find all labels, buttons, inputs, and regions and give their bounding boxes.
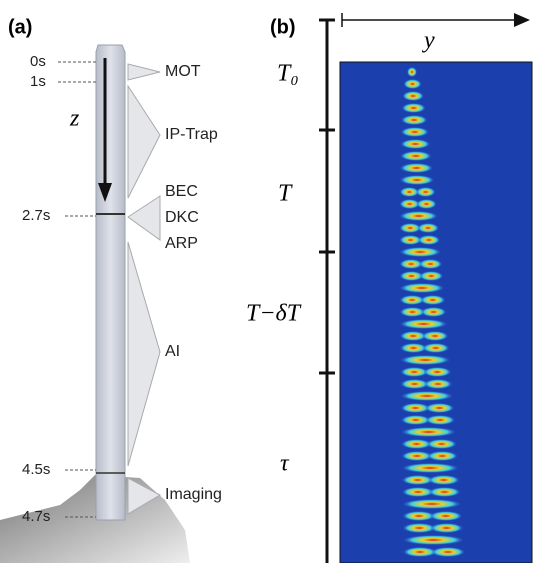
atom-cloud bbox=[420, 307, 447, 317]
atom-cloud bbox=[399, 235, 422, 245]
time-label: 4.5s bbox=[22, 461, 50, 478]
atom-cloud bbox=[417, 235, 441, 245]
atom-cloud bbox=[401, 475, 434, 485]
atom-cloud bbox=[402, 511, 436, 521]
atom-cloud bbox=[417, 223, 439, 233]
y-label: y bbox=[422, 28, 435, 54]
atom-cloud bbox=[402, 499, 462, 509]
atom-cloud bbox=[419, 271, 444, 281]
stage-label: DKC bbox=[165, 209, 199, 226]
atom-cloud bbox=[424, 403, 455, 413]
atom-cloud bbox=[416, 199, 437, 209]
atom-cloud bbox=[403, 547, 438, 557]
atom-cloud bbox=[400, 139, 431, 149]
atom-cloud bbox=[421, 331, 449, 341]
time-label: τ bbox=[280, 451, 290, 477]
atom-cloud bbox=[399, 211, 438, 221]
atom-cloud bbox=[420, 295, 446, 305]
atom-cloud bbox=[402, 91, 424, 101]
atom-cloud bbox=[400, 115, 428, 125]
atom-cloud bbox=[399, 331, 427, 341]
atom-cloud bbox=[426, 451, 458, 461]
atom-cloud bbox=[399, 187, 420, 197]
atom-cloud bbox=[415, 187, 436, 197]
time-label: 2.7s bbox=[22, 207, 50, 224]
stage-wedges bbox=[127, 63, 162, 515]
atom-cloud bbox=[399, 163, 434, 173]
stage-label: Imaging bbox=[165, 486, 222, 503]
atom-cloud bbox=[399, 295, 425, 305]
stage-label: BEC bbox=[165, 183, 198, 200]
atom-cloud bbox=[399, 223, 422, 233]
atom-cloud bbox=[399, 247, 442, 257]
atom-cloud bbox=[402, 523, 436, 533]
time-label: 4.7s bbox=[22, 508, 50, 525]
z-label: z bbox=[69, 106, 80, 132]
z-arrow-head bbox=[98, 183, 112, 202]
atom-cloud bbox=[428, 487, 461, 497]
atom-cloud bbox=[402, 535, 465, 545]
atom-cloud bbox=[401, 103, 426, 113]
atom-cloud bbox=[423, 379, 453, 389]
time-axis-ticks bbox=[319, 18, 335, 375]
y-arrow-head bbox=[514, 13, 530, 27]
atom-cloud bbox=[401, 439, 432, 449]
atom-cloud bbox=[400, 403, 431, 413]
atom-cloud bbox=[399, 343, 428, 353]
time-label: T bbox=[278, 181, 293, 207]
atom-cloud bbox=[407, 67, 417, 77]
atom-cloud bbox=[400, 127, 429, 137]
atom-cloud bbox=[429, 511, 463, 521]
atom-cloud bbox=[399, 259, 423, 269]
atom-cloud bbox=[403, 79, 422, 89]
atom-cloud bbox=[401, 487, 435, 497]
atom-cloud bbox=[399, 307, 426, 317]
atom-cloud bbox=[399, 319, 448, 329]
atom-cloud bbox=[400, 379, 429, 389]
atom-cloud bbox=[399, 151, 432, 161]
atom-cloud bbox=[401, 463, 459, 473]
tower bbox=[95, 44, 126, 521]
atom-clouds bbox=[399, 67, 466, 557]
atom-cloud bbox=[427, 475, 460, 485]
time-leaders bbox=[58, 61, 96, 518]
atom-cloud bbox=[430, 547, 466, 557]
panel-label: (a) bbox=[8, 16, 32, 38]
atom-cloud bbox=[399, 175, 435, 185]
atom-cloud bbox=[399, 271, 424, 281]
atom-cloud bbox=[426, 439, 457, 449]
atom-cloud bbox=[429, 523, 464, 533]
atom-cloud bbox=[399, 283, 445, 293]
atom-cloud bbox=[399, 199, 420, 209]
atom-cloud bbox=[400, 367, 429, 377]
atom-cloud bbox=[418, 259, 443, 269]
time-label: 1s bbox=[30, 73, 46, 90]
stage-label: AI bbox=[165, 343, 180, 360]
time-label: T−δT bbox=[246, 301, 302, 327]
panel-label: (b) bbox=[270, 16, 296, 38]
stage-label: MOT bbox=[165, 63, 201, 80]
atom-cloud bbox=[400, 355, 451, 365]
atom-cloud bbox=[400, 427, 457, 437]
atom-cloud bbox=[423, 367, 452, 377]
atom-cloud bbox=[400, 391, 454, 401]
stage-label: ARP bbox=[165, 235, 198, 252]
stage-label: IP-Trap bbox=[165, 126, 218, 143]
time-label: T₀ bbox=[277, 61, 299, 87]
time-label: 0s bbox=[30, 53, 46, 70]
atom-cloud bbox=[401, 451, 433, 461]
atom-cloud bbox=[425, 415, 456, 425]
atom-cloud bbox=[400, 415, 431, 425]
atom-cloud bbox=[422, 343, 450, 353]
